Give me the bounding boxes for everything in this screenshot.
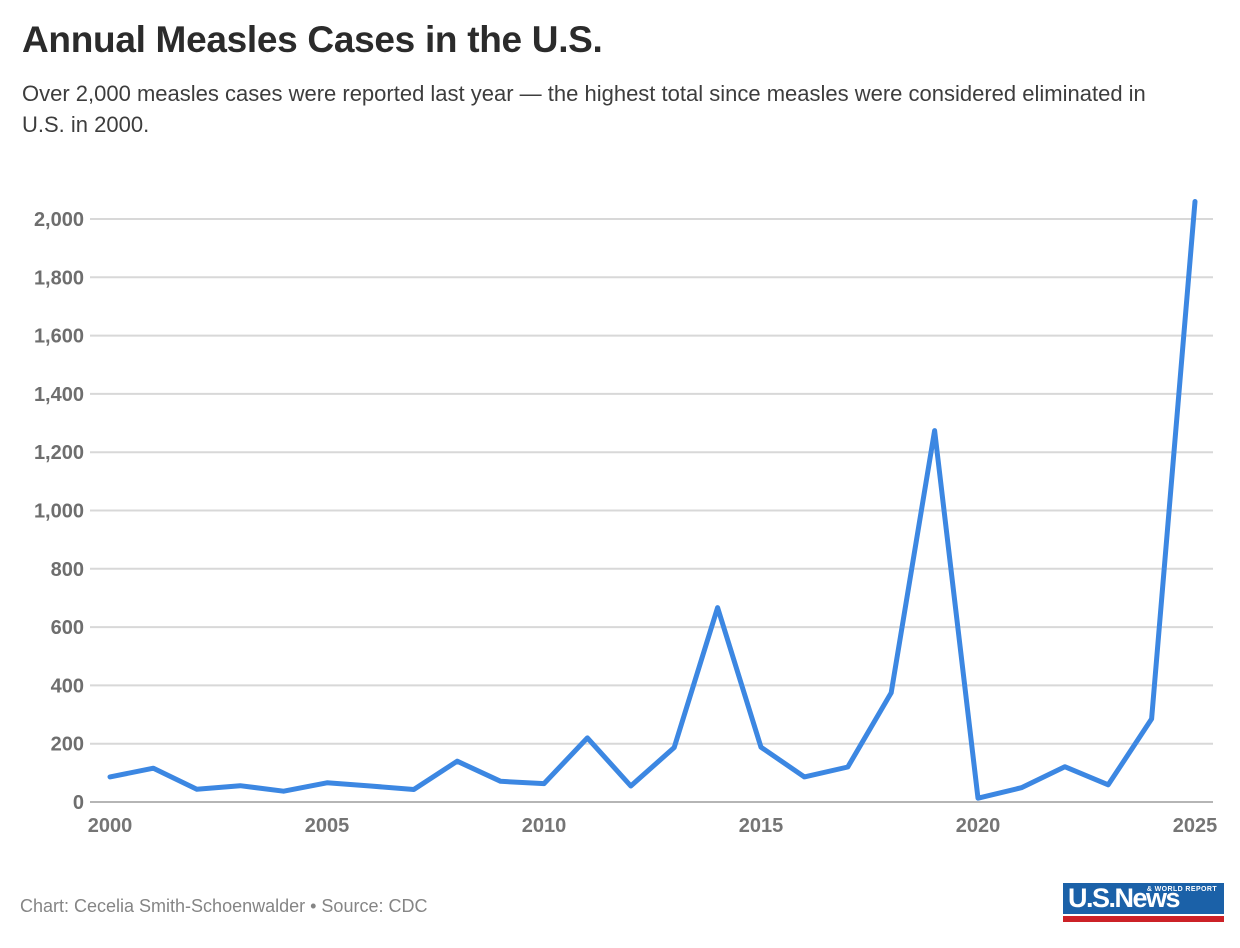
x-tick-label: 2005 [305, 815, 350, 837]
x-tick-label: 2010 [522, 815, 567, 837]
usnews-logo-red-bar [1063, 916, 1224, 922]
usnews-logo-blue-box: U.S.News & WORLD REPORT [1063, 883, 1224, 914]
usnews-logo-wordmark: U.S.News [1068, 883, 1181, 913]
y-tick-label: 0 [73, 792, 84, 814]
y-tick-label: 1,000 [34, 501, 84, 523]
y-tick-label: 1,600 [34, 326, 84, 348]
chart-footer: Chart: Cecelia Smith-Schoenwalder • Sour… [20, 880, 1224, 938]
credit-line: Chart: Cecelia Smith-Schoenwalder • Sour… [20, 896, 428, 916]
y-tick-label: 200 [51, 734, 84, 756]
gridlines [90, 218, 1213, 803]
y-axis-labels: 0 200 400 600 800 1,000 1,200 1,400 1,600 1,800 2,… [34, 209, 84, 814]
x-axis-labels: 2000 2005 2010 2015 2020 2025 [88, 815, 1218, 837]
x-tick-label: 2015 [739, 815, 784, 837]
chart-title: Annual Measles Cases in the U.S. [22, 19, 603, 60]
y-tick-label: 600 [51, 617, 84, 639]
x-tick-label: 2020 [956, 815, 1001, 837]
y-tick-label: 2,000 [34, 209, 84, 231]
chart-header: Annual Measles Cases in the U.S. Over 2,… [22, 19, 1218, 140]
y-tick-label: 800 [51, 559, 84, 581]
usnews-logo-tagline: & WORLD REPORT [1146, 886, 1217, 893]
x-tick-label: 2000 [88, 815, 133, 837]
measles-line-chart: 0 200 400 600 800 1,000 1,200 1,400 1,600 1,800 2,… [34, 199, 1218, 837]
series-line [107, 199, 1198, 801]
y-tick-label: 400 [51, 675, 84, 697]
x-tick-label: 2025 [1173, 815, 1218, 837]
y-tick-label: 1,200 [34, 442, 84, 464]
measles-cases-line [107, 199, 1198, 801]
chart-subtitle: Over 2,000 measles cases were reported l… [22, 80, 1146, 137]
y-tick-label: 1,800 [34, 267, 84, 289]
usnews-logo: U.S.News & WORLD REPORT [1063, 883, 1224, 922]
y-tick-label: 1,400 [34, 384, 84, 406]
